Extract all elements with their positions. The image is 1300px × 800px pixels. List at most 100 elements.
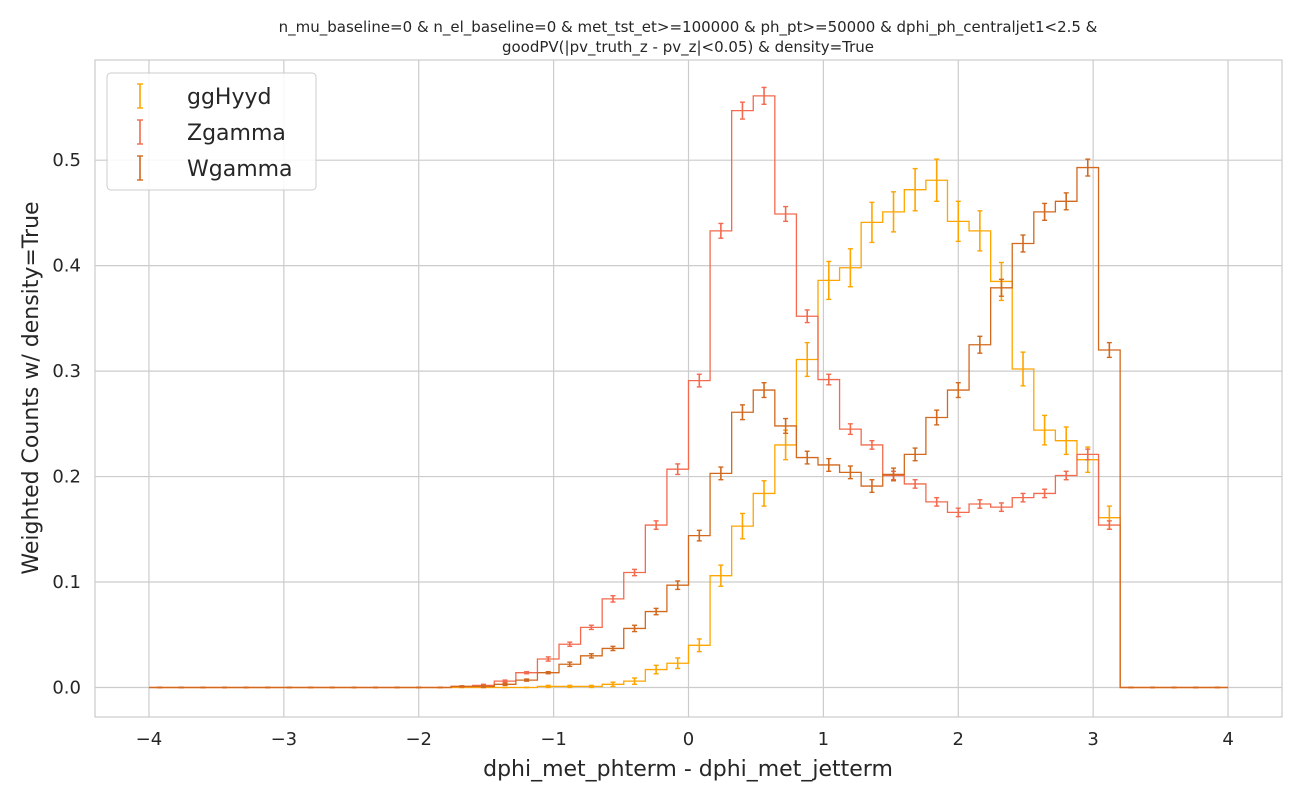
error-bar [955,507,961,518]
error-bar [696,638,702,653]
error-bar [718,466,724,481]
error-bar [1042,488,1048,499]
error-bar [653,664,659,675]
error-bar [977,335,983,354]
error-bar [653,520,659,530]
error-bar [653,607,659,616]
error-bar [1085,158,1091,177]
x-tick-label: 4 [1222,729,1233,750]
error-bar [847,465,853,480]
error-bar [502,679,508,683]
error-bar [934,496,940,507]
x-axis-ticks: −4 −3 −2 −1 0 1 2 3 4 [136,729,1234,750]
error-bar [1042,414,1048,446]
error-bar [1063,470,1069,481]
x-tick-label: 3 [1087,729,1098,750]
error-bar [891,191,897,233]
y-tick-label: 0.4 [52,256,81,277]
error-bar [934,158,940,203]
error-bar [1085,448,1091,461]
error-bar [1063,426,1069,456]
error-bar [1020,351,1026,387]
x-tick-label: −3 [271,729,298,750]
error-bar [610,681,616,688]
series-Wgamma [148,158,1229,689]
series-layer [148,86,1229,689]
chart-title-line-1: n_mu_baseline=0 & n_el_baseline=0 & met_… [279,18,1098,37]
error-bar [545,656,551,662]
error-bar [1042,202,1048,221]
error-bar [912,447,918,462]
legend-label: ggHyyd [187,85,271,110]
error-bar [977,499,983,509]
y-tick-label: 0.5 [52,150,81,171]
error-bar [459,685,465,688]
x-tick-label: 0 [683,729,694,750]
error-bar [998,278,1004,297]
error-bar [567,641,573,648]
error-bar [632,568,638,577]
error-bar [869,479,875,494]
error-bar [761,86,767,105]
error-bar [955,200,961,243]
error-bar [1106,520,1112,530]
legend-entry-ggHyyd: ggHyyd [137,83,271,110]
error-bar [632,624,638,633]
error-bar [588,653,594,659]
error-bar [1063,192,1069,211]
x-tick-label: 2 [953,729,964,750]
y-tick-label: 0.1 [52,572,81,593]
error-bar [761,381,767,399]
error-bar [847,423,853,436]
error-bar [739,512,745,540]
error-bar [761,480,767,507]
error-bar [610,595,616,603]
x-tick-label: 1 [818,729,829,750]
legend-label: Zgamma [187,121,286,146]
error-bar [804,309,810,324]
y-axis-ticks: 0.0 0.1 0.2 0.3 0.4 0.5 [52,150,81,698]
error-bar [1020,492,1026,503]
chart-title-line-2: goodPV(|pv_truth_z - pv_z|<0.05) & densi… [502,38,874,57]
error-bar [480,684,486,689]
error-bar [783,417,789,435]
error-bar [739,101,745,120]
error-bar [826,260,832,301]
error-bar [696,373,702,388]
error-bar [696,529,702,542]
legend: ggHyyd Zgamma Wgamma [106,72,317,191]
error-bar [632,677,638,686]
error-bar [675,657,681,670]
error-bar [912,479,918,489]
error-bar [524,678,530,682]
error-bar [739,404,745,421]
error-bar [567,684,573,689]
error-bar [826,373,832,386]
y-tick-label: 0.2 [52,467,81,488]
error-bar [545,684,551,689]
y-tick-label: 0.0 [52,677,81,698]
y-axis-label: Weighted Counts w/ density=True [19,201,44,574]
error-bar [675,580,681,591]
x-tick-label: −1 [540,729,567,750]
y-tick-label: 0.3 [52,361,81,382]
error-bar [524,670,530,675]
error-bar [912,167,918,212]
error-bar [610,645,616,652]
error-bar [934,409,940,426]
error-bar [998,502,1004,513]
error-bar [675,463,681,476]
error-bar [502,682,508,687]
error-bar [545,670,551,675]
error-bar [977,210,983,252]
legend-label: Wgamma [187,157,293,182]
error-bar [869,201,875,244]
legend-entry-Zgamma: Zgamma [137,119,286,146]
error-bar [588,624,594,631]
x-axis-label: dphi_met_phterm - dphi_met_jetterm [483,757,893,782]
error-bar [567,661,573,668]
error-bar [869,440,875,450]
error-bar [955,381,961,399]
error-bar [1020,234,1026,253]
